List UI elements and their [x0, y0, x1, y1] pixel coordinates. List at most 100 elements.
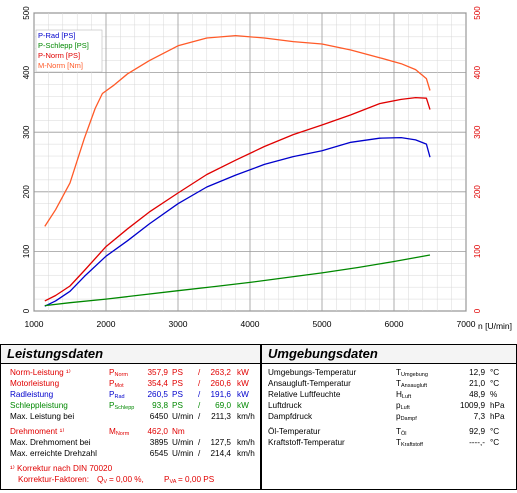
umgebungsdaten-row: Umgebungs-Temperatur TUmgebung 12,9 °C — [262, 367, 516, 378]
row-value-2: 211,3 — [211, 412, 231, 421]
legend-entry: M-Norm [Nm] — [38, 61, 83, 70]
row-label: Ansaugluft-Temperatur — [268, 379, 351, 388]
leistungsdaten-row: Motorleistung PMot 354,4 PS / 260,6 kW — [1, 378, 260, 389]
leistungsdaten-row: Drehmoment ¹⁾ MNorm 462,0 Nm — [1, 426, 260, 437]
umgebungsdaten-panel: Umgebungsdaten Umgebungs-Temperatur TUmge… — [261, 344, 517, 490]
row-value-2: 69,0 — [215, 401, 231, 410]
y-tick-right: 0 — [473, 308, 482, 313]
row-value-1: 6545 — [149, 449, 168, 458]
row-unit-2: kW — [237, 368, 249, 377]
row-label: Max. Drehmoment bei — [10, 438, 91, 447]
x-tick: 4000 — [241, 319, 260, 329]
row-slash: / — [198, 390, 201, 399]
row-symbol: TKraftstoff — [396, 438, 423, 448]
row-unit-1: PS — [172, 368, 183, 377]
row-value-1: 3895 — [149, 438, 168, 447]
row-label: Öl-Temperatur — [268, 427, 321, 436]
x-tick: 1000 — [25, 319, 44, 329]
row-symbol: TUmgebung — [396, 368, 428, 378]
row-label: Radleistung — [10, 390, 54, 399]
row-value-2: 191,6 — [210, 390, 232, 399]
row-symbol: PMot — [109, 379, 124, 389]
row-slash: / — [198, 449, 201, 458]
x-tick: 3000 — [169, 319, 188, 329]
x-tick: 6000 — [385, 319, 404, 329]
row-unit: % — [490, 390, 498, 399]
row-unit: hPa — [490, 412, 505, 421]
row-unit-1: Nm — [172, 427, 185, 436]
row-symbol: PNorm — [109, 368, 128, 378]
row-label: Max. erreichte Drehzahl — [10, 449, 97, 458]
x-tick: 7000 — [457, 319, 476, 329]
row-unit-1: U/min — [172, 449, 194, 458]
leistungsdaten-title: Leistungsdaten — [1, 345, 260, 364]
y-tick-right: 200 — [473, 185, 482, 199]
y-tick-left: 300 — [22, 125, 31, 139]
row-symbol: HLuft — [396, 390, 412, 400]
row-unit-1: U/min — [172, 412, 194, 421]
umgebungsdaten-row: Öl-Temperatur TÖl 92,9 °C — [262, 426, 516, 437]
legend-entry: P-Schlepp [PS] — [38, 41, 89, 50]
leistungsdaten-panel: Leistungsdaten Norm-Leistung ¹⁾ PNorm 357,… — [0, 344, 261, 490]
row-unit: °C — [490, 427, 500, 436]
umgebungsdaten-row: Dampfdruck pDampf 7,3 hPa — [262, 411, 516, 422]
y-tick-left: 100 — [22, 244, 31, 258]
leistungsdaten-row: Max. erreichte Drehzahl 6545 U/min / 214,4 km… — [1, 448, 260, 459]
series-line — [44, 254, 431, 307]
row-slash: / — [198, 412, 201, 421]
x-tick: 2000 — [97, 319, 116, 329]
row-value-1: 354,4 — [147, 379, 169, 388]
row-unit-1: U/min — [172, 438, 194, 447]
row-unit-2: kW — [237, 379, 249, 388]
row-value-2: 214,4 — [210, 449, 232, 458]
umgebungsdaten-title: Umgebungsdaten — [262, 345, 516, 364]
y-tick-left: 400 — [22, 65, 31, 79]
row-label: Kraftstoff-Temperatur — [268, 438, 345, 447]
leistungsdaten-row: Norm-Leistung ¹⁾ PNorm 357,9 PS / 263,2 kW — [1, 367, 260, 378]
umgebungsdaten-row: Luftdruck pLuft 1009,9 hPa — [262, 400, 516, 411]
row-symbol: TÖl — [396, 427, 407, 437]
row-unit: °C — [490, 379, 500, 388]
row-value-1: 93,8 — [152, 401, 168, 410]
row-value-1: 462,0 — [147, 427, 169, 436]
row-unit-2: km/h — [237, 438, 255, 447]
row-value: 92,9 — [469, 427, 485, 436]
row-symbol: PSchlepp — [109, 401, 135, 411]
row-value-2: 263,2 — [210, 368, 232, 377]
leistungsdaten-row: Schleppleistung PSchlepp 93,8 PS / 69,0 kW — [1, 400, 260, 411]
row-unit-2: kW — [237, 390, 249, 399]
umgebungsdaten-row: Ansaugluft-Temperatur TAnsaugluft 21,0 °C — [262, 378, 516, 389]
correction-factors: Korrektur-Faktoren: QV = 0,00 %, PVA = 0,00 … — [18, 475, 215, 485]
row-unit: hPa — [490, 401, 505, 410]
row-unit: °C — [490, 438, 500, 447]
umgebungsdaten-row: Kraftstoff-Temperatur TKraftstoff ----,- °C — [262, 437, 516, 448]
row-value-1: 260,5 — [147, 390, 169, 399]
legend: P-Rad [PS]P-Schlepp [PS]P-Norm [PS]M-Nor… — [35, 29, 103, 73]
row-value-2: 127,5 — [210, 438, 232, 447]
row-symbol: pLuft — [396, 401, 410, 411]
row-unit-1: PS — [172, 390, 183, 399]
row-label: Norm-Leistung ¹⁾ — [10, 368, 71, 377]
series-line — [44, 96, 431, 302]
row-slash: / — [198, 438, 201, 447]
series-lines — [44, 34, 431, 307]
row-value: 1009,9 — [459, 401, 485, 410]
row-label: Relative Luftfeuchte — [268, 390, 341, 399]
row-slash: / — [198, 401, 201, 410]
series-line — [44, 136, 431, 307]
x-tick: 5000 — [313, 319, 332, 329]
row-slash: / — [198, 379, 201, 388]
row-value: 48,9 — [469, 390, 485, 399]
row-symbol: pDampf — [396, 412, 417, 422]
leistungsdaten-row: Max. Leistung bei 6450 U/min / 211,3 km/h — [1, 411, 260, 422]
y-tick-left: 500 — [22, 6, 31, 20]
x-axis-label: n [U/min] — [478, 321, 512, 331]
grid — [33, 12, 467, 312]
row-unit-2: kW — [237, 401, 249, 410]
row-value-1: 6450 — [149, 412, 168, 421]
y-tick-right: 500 — [473, 6, 482, 20]
row-value: 12,9 — [469, 368, 485, 377]
row-unit-2: km/h — [237, 412, 255, 421]
